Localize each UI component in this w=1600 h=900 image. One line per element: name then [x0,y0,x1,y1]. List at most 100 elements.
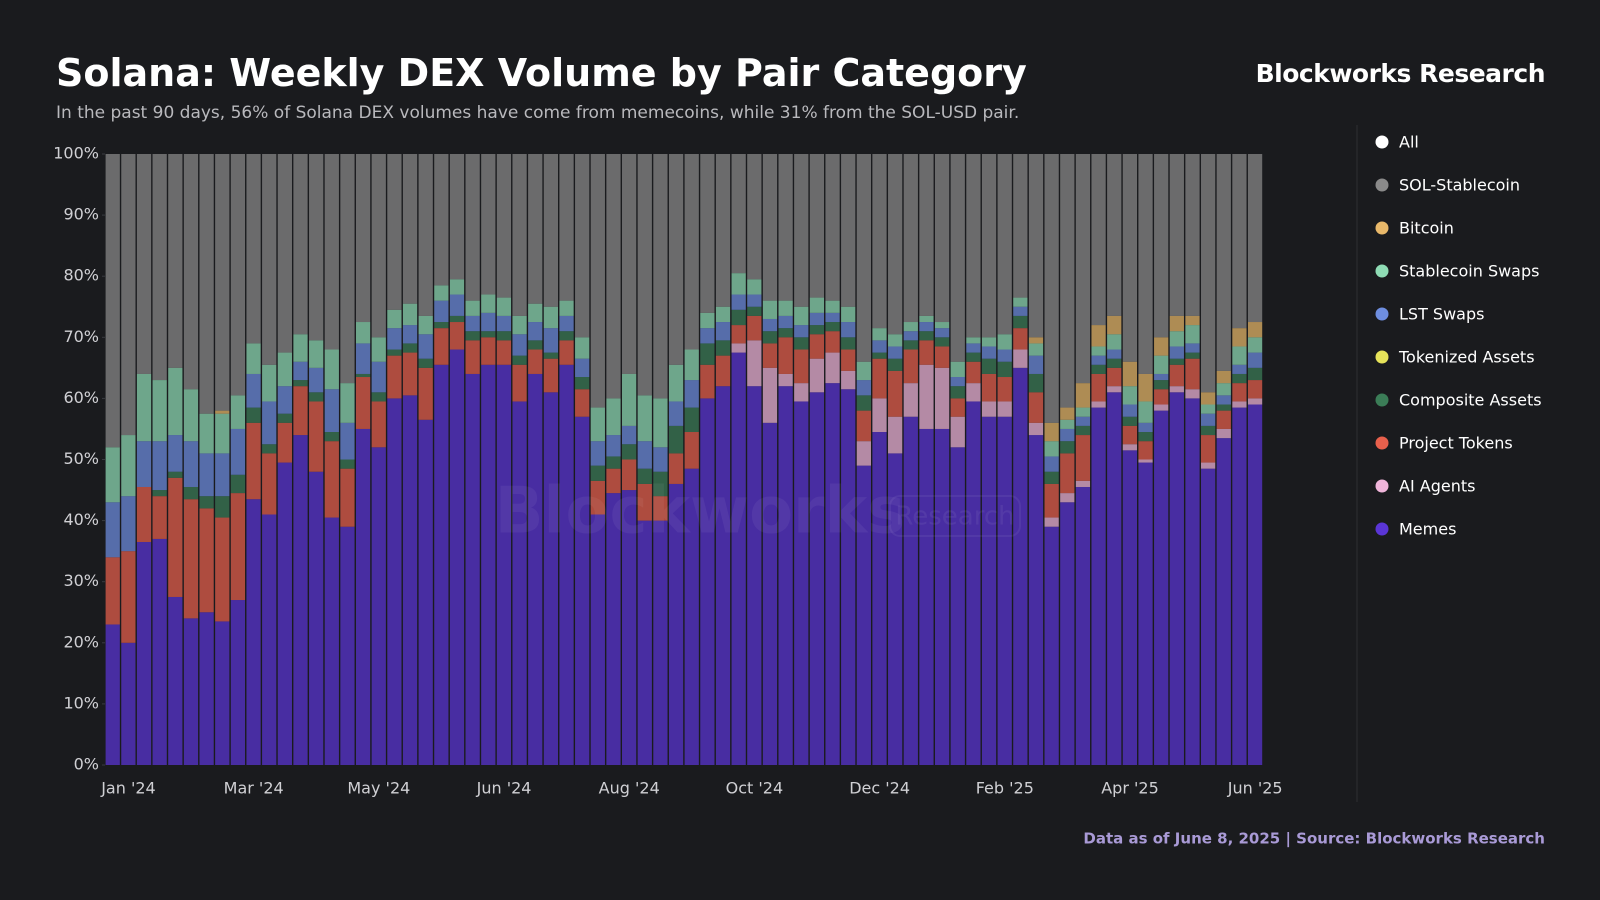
bar-segment [105,502,120,558]
bar-segment [262,364,277,402]
bar-segment [371,337,386,362]
bar-segment [950,447,965,765]
bar-segment [841,349,856,371]
bar-segment [903,331,918,341]
bar-segment [1201,435,1216,463]
bar-segment [715,306,731,323]
bar-segment [1013,297,1028,307]
legend-swatch [1375,221,1389,235]
legend-item[interactable]: Tokenized Assets [1375,348,1535,367]
bar-segment [1154,404,1169,411]
bar-segment [559,315,574,332]
bar-segment [481,312,496,332]
legend-item[interactable]: Bitcoin [1375,219,1454,238]
x-tick-label: Feb '25 [976,779,1034,798]
x-tick-label: Aug '24 [599,779,660,798]
bar-segment [1185,389,1200,399]
bar-segment [715,355,731,387]
legend-item[interactable]: AI Agents [1375,477,1476,496]
bar-segment [684,154,699,350]
bar-segment [1028,343,1044,356]
legend-swatch [1375,350,1389,364]
bar-segment [324,389,339,433]
bar-segment [512,315,527,335]
bar-segment [903,340,918,350]
bar-segment [199,496,214,509]
bar-segment [277,386,292,414]
legend-label: Bitcoin [1399,219,1454,238]
bar-segment [934,328,950,338]
bar-segment [449,349,465,765]
bar-segment [637,154,652,396]
bar-segment [293,361,308,381]
bar-segment [997,416,1012,765]
bar-segment [215,496,230,518]
bar-segment [168,435,183,472]
bar-segment [1044,154,1059,423]
legend-item[interactable]: All [1375,133,1419,152]
bar-segment [794,349,809,384]
bar-segment [402,325,418,344]
legend-item[interactable]: SOL-Stablecoin [1375,176,1521,195]
bar-segment [794,154,809,307]
legend-label: Project Tokens [1399,434,1513,453]
bar-segment [825,300,840,313]
bar-segment [340,468,355,527]
bar-segment [340,526,355,765]
bar-segment [277,413,292,423]
bar-segment [434,154,449,286]
bar-segment [559,331,574,341]
bar-segment [559,364,574,765]
bar-segment [919,428,934,765]
bar-segment [355,322,371,344]
bar-segment [888,370,903,417]
bar-segment [1169,154,1184,316]
bar-segment [997,401,1012,417]
legend-item[interactable]: LST Swaps [1375,305,1485,324]
bar-segment [981,358,997,374]
bar-segment [1060,493,1075,503]
bar-segment [872,398,887,433]
bar-segment [1107,349,1122,359]
legend-item[interactable]: Stablecoin Swaps [1375,262,1540,281]
bar-segment [355,428,371,765]
bar-segment [950,398,965,417]
bar-segment [919,364,934,429]
bar-segment [1185,315,1200,326]
bar-segment [1013,154,1028,298]
bar-segment [825,331,840,353]
bar-segment [152,380,167,442]
bar-segment [1232,373,1247,384]
legend-item[interactable]: Memes [1375,520,1457,539]
bar-segment [230,428,246,475]
bar-segment [402,303,418,326]
bar-segment [1091,325,1106,347]
bar-segment [1075,425,1091,436]
bar-segment [481,294,496,313]
bar-segment [496,364,512,765]
bar-segment [1169,364,1184,387]
bar-segment [1216,154,1231,371]
legend-item[interactable]: Project Tokens [1375,434,1513,453]
legend-item[interactable]: Composite Assets [1375,391,1542,410]
bar-segment [371,392,386,402]
x-tick-label: Jun '24 [476,779,532,798]
bar-segment [653,520,668,765]
bar-segment [1154,389,1169,405]
bar-segment [262,514,277,765]
bar-segment [700,328,715,344]
bar-segment [215,453,230,497]
bar-segment [1154,373,1169,381]
bar-segment [668,483,684,765]
bar-segment [1028,435,1044,765]
bar-segment [199,508,214,613]
bar-segment [1060,154,1075,408]
bar-segment [903,154,918,323]
bar-segment [387,154,402,310]
bar-segment [919,154,934,316]
bar-segment [246,499,261,765]
bar-segment [1232,383,1247,402]
bar-segment [152,441,167,491]
bar-segment [637,520,652,765]
bar-segment [856,361,871,381]
